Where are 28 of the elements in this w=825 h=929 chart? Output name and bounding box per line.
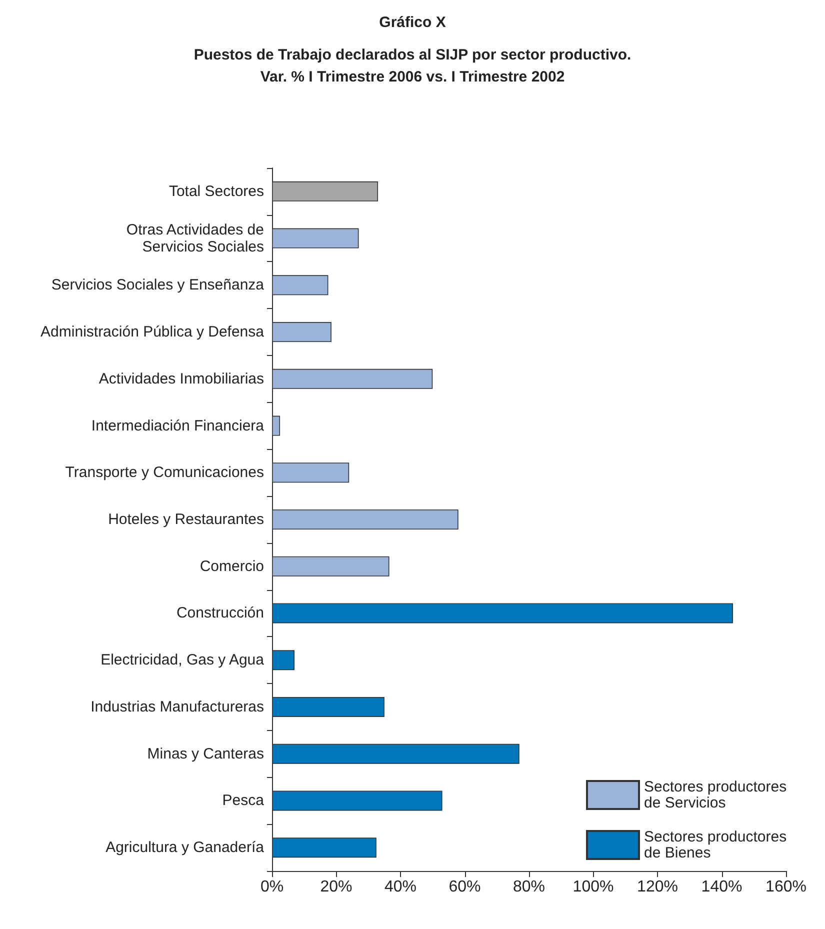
y-tick-label: Construcción (176, 604, 264, 622)
x-tick-label: 60% (448, 878, 481, 896)
y-tick-label: Pesca (222, 792, 265, 810)
x-tick-label: 40% (384, 878, 417, 896)
legend-label: Sectores productores de Servicios (644, 778, 791, 812)
x-tick-label: 160% (766, 878, 806, 896)
x-tick-label: 20% (320, 878, 352, 896)
y-tick-label: Actividades Inmobiliarias (98, 370, 264, 388)
y-tick-label: Comercio (200, 558, 264, 575)
x-tick-label: 0% (260, 878, 284, 896)
y-tick-label: Total Sectores (168, 182, 264, 200)
y-tick-label: Otras Actividades de Servicios Sociales (126, 221, 264, 256)
y-tick-label: Electricidad, Gas y Agua (100, 652, 265, 669)
chart-subtitle: Puestos de Trabajo declarados al SIJP por sector productivo. Var. % I Trimestre 2006 vs. I Trimestre 2002 (194, 46, 632, 86)
y-tick-label: Administración Pública y Defensa (40, 324, 265, 341)
y-tick-label: Hoteles y Restaurantes (108, 511, 264, 528)
legend-label: Sectores productores de Bienes (644, 828, 791, 862)
y-tick-label: Industrias Manufactureras (90, 698, 264, 716)
y-tick-label: Servicios Sociales y Enseñanza (51, 276, 265, 294)
y-tick-label: Agricultura y Ganadería (106, 839, 265, 856)
chart-title: Gráfico X (379, 14, 446, 31)
x-tick-label: 120% (637, 878, 678, 896)
x-tick-label: 140% (701, 878, 742, 896)
x-tick-label: 80% (512, 878, 546, 896)
y-tick-label: Transporte y Comunicaciones (65, 464, 264, 482)
y-tick-label: Intermediación Financiera (91, 417, 265, 434)
x-tick-label: 100% (572, 878, 614, 896)
y-tick-label: Minas y Canteras (147, 745, 264, 762)
